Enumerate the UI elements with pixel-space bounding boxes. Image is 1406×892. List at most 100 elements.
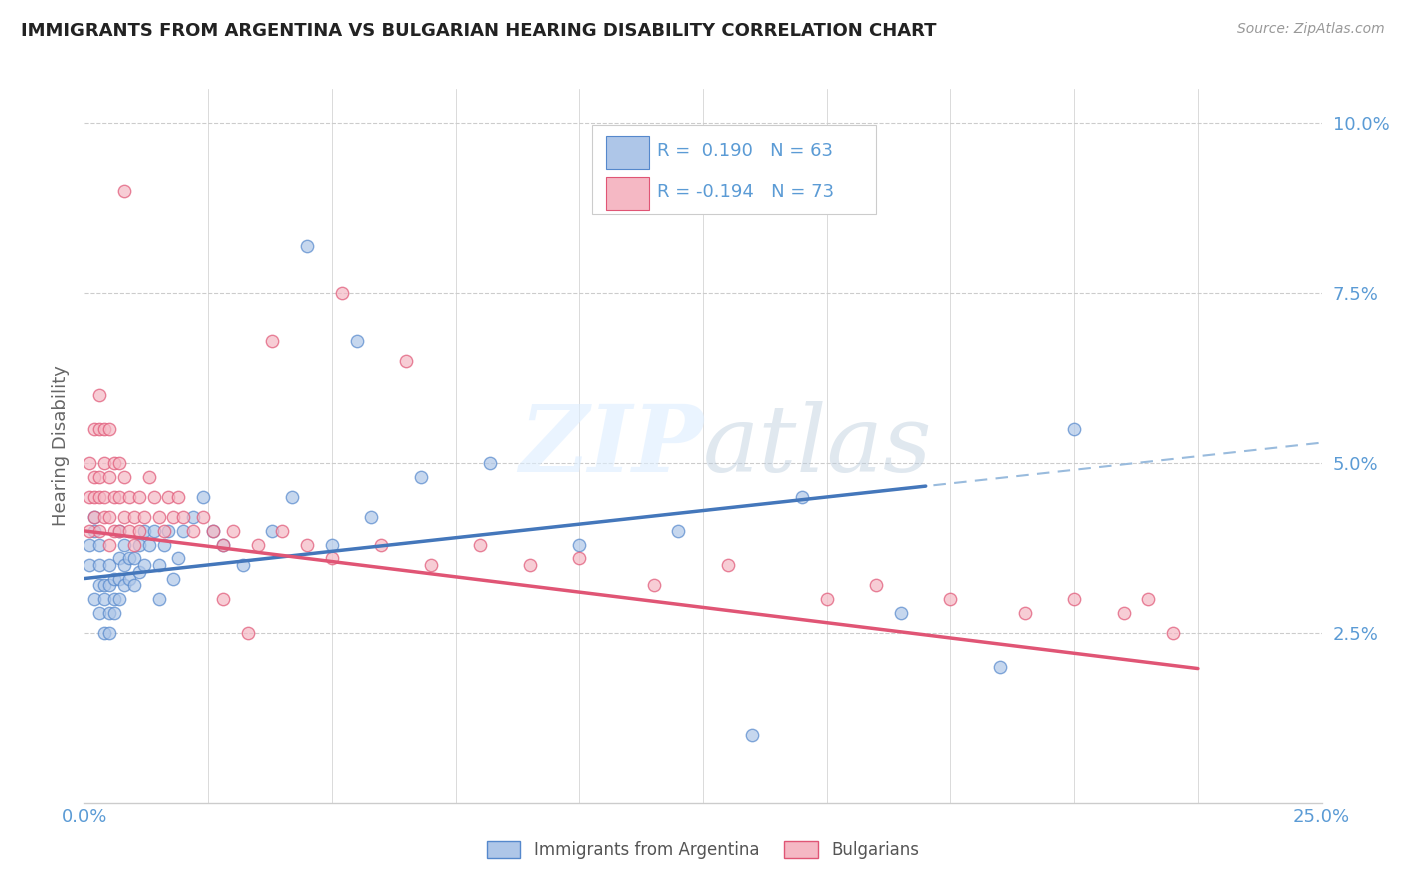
Point (988, 660, 1011, 674)
Point (330, 286, 353, 301)
Point (1014, 606, 1036, 620)
Legend: Immigrants from Argentina, Bulgarians: Immigrants from Argentina, Bulgarians (481, 834, 925, 866)
Point (122, 537, 145, 551)
Y-axis label: Hearing Disability: Hearing Disability (52, 366, 70, 526)
Point (79, 537, 101, 551)
Text: IMMIGRANTS FROM ARGENTINA VS BULGARIAN HEARING DISABILITY CORRELATION CHART: IMMIGRANTS FROM ARGENTINA VS BULGARIAN H… (21, 22, 936, 40)
Point (181, 524, 204, 538)
Point (93, 456, 115, 470)
Point (79, 490, 101, 504)
Point (167, 490, 190, 504)
Point (83, 422, 105, 436)
Point (643, 578, 665, 592)
Point (108, 551, 131, 566)
Point (295, 537, 318, 551)
Point (83, 510, 105, 524)
Point (717, 558, 740, 572)
Point (89, 490, 111, 504)
FancyBboxPatch shape (606, 178, 648, 211)
Point (89, 422, 111, 436)
Point (98, 469, 121, 483)
Point (89, 469, 111, 483)
Point (89, 537, 111, 551)
Point (103, 456, 125, 470)
Point (395, 354, 418, 368)
Point (568, 551, 591, 566)
Point (519, 558, 541, 572)
Point (83, 524, 105, 538)
Point (103, 572, 125, 586)
Point (409, 469, 432, 483)
Point (118, 551, 141, 566)
Point (128, 565, 150, 579)
Point (152, 537, 174, 551)
Point (112, 558, 135, 572)
Point (865, 578, 887, 592)
Point (98, 510, 121, 524)
Point (568, 537, 591, 551)
Point (83, 591, 105, 606)
Point (142, 524, 165, 538)
Point (83, 510, 105, 524)
Point (321, 551, 343, 566)
Point (281, 490, 304, 504)
Point (172, 524, 194, 538)
Point (470, 537, 492, 551)
Point (103, 524, 125, 538)
Point (122, 551, 145, 566)
Point (132, 524, 155, 538)
Point (1137, 591, 1160, 606)
Point (815, 591, 838, 606)
Point (98, 422, 121, 436)
Point (246, 537, 269, 551)
Point (103, 490, 125, 504)
Point (167, 551, 190, 566)
Point (89, 558, 111, 572)
Point (108, 524, 131, 538)
Point (89, 578, 111, 592)
Point (138, 469, 160, 483)
Point (262, 524, 284, 538)
Point (212, 537, 235, 551)
Point (108, 456, 131, 470)
Point (98, 578, 121, 592)
Point (108, 591, 131, 606)
Point (108, 490, 131, 504)
Point (142, 490, 165, 504)
Point (271, 524, 294, 538)
Point (479, 456, 502, 470)
Point (138, 537, 160, 551)
Point (191, 490, 214, 504)
Point (222, 524, 245, 538)
Point (83, 469, 105, 483)
Point (118, 490, 141, 504)
Point (98, 606, 121, 620)
Point (112, 469, 135, 483)
Point (157, 490, 180, 504)
Point (118, 524, 141, 538)
Point (321, 537, 343, 551)
Point (191, 510, 214, 524)
Point (148, 558, 170, 572)
Point (112, 184, 135, 198)
Point (93, 626, 115, 640)
Point (93, 490, 115, 504)
Point (79, 456, 101, 470)
Point (148, 591, 170, 606)
Point (112, 578, 135, 592)
Text: atlas: atlas (703, 401, 932, 491)
Point (295, 238, 318, 252)
Point (790, 490, 813, 504)
Point (370, 537, 392, 551)
Point (890, 606, 912, 620)
Point (79, 558, 101, 572)
Point (148, 510, 170, 524)
Point (202, 524, 225, 538)
Point (128, 524, 150, 538)
Point (103, 591, 125, 606)
Text: R =  0.190   N = 63: R = 0.190 N = 63 (657, 143, 834, 161)
Point (98, 626, 121, 640)
Point (157, 524, 180, 538)
Point (741, 728, 763, 742)
Point (93, 510, 115, 524)
